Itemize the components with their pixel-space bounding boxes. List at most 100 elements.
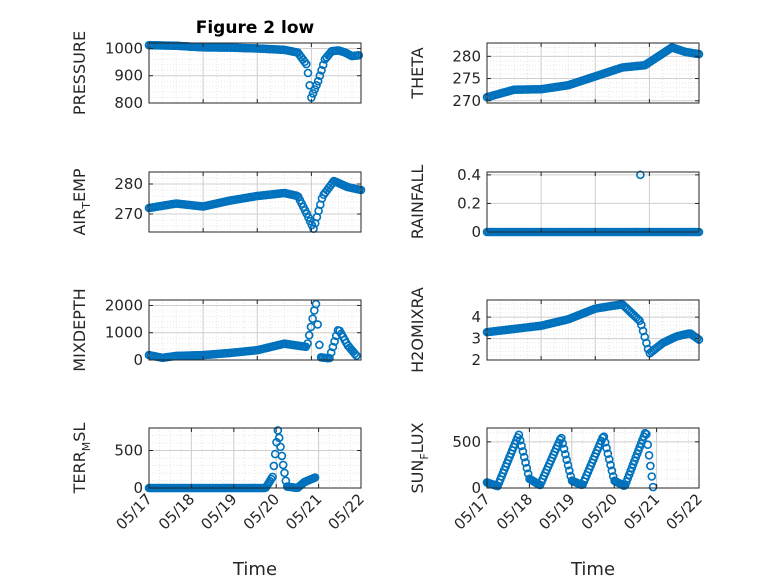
- panel-bottom-left-data-point: [277, 451, 287, 461]
- panel-bottom-right-xtick-label: 05/22: [663, 490, 706, 533]
- panel-row3-right-ylabel: H2OMIXRA: [408, 287, 427, 373]
- panel-row2-right-ytick-label: 0: [471, 223, 481, 241]
- panel-bottom-right-data-point: [565, 466, 574, 475]
- panel-bottom-right-data-point: [646, 461, 655, 471]
- panel-row3-right-ytick-label: 3: [471, 330, 481, 348]
- panel-row3-right-data-point: [635, 316, 644, 326]
- panel-bottom-right-data-point: [599, 432, 609, 442]
- panel-top-left-ytick-label: 1000: [105, 39, 143, 57]
- panel-row3-right-ytick-label: 4: [471, 308, 481, 326]
- panel-bottom-right-data-point: [518, 447, 528, 456]
- panel-row2-left-ytick-label: 280: [114, 175, 143, 193]
- panel-row3-left-data-point: [328, 342, 338, 352]
- panel-bottom-right-data-point: [562, 455, 572, 465]
- panel-row2-right-data-point: [636, 170, 645, 180]
- panel-row3-left-axes-box: [148, 299, 362, 361]
- panel-bottom-right-data-point: [600, 438, 610, 447]
- panel-row3-left-ylabel: MIXDEPTH: [70, 288, 89, 371]
- panel-top-left-data-point: [302, 59, 311, 69]
- panel-bottom-left-xtick-label: 05/19: [197, 490, 240, 533]
- panel-top-right-axes-box: [486, 42, 700, 104]
- panel-bottom-left-data-point: [310, 473, 320, 482]
- panel-bottom-right-data-point: [602, 443, 611, 453]
- panel-row3-left-data-point: [315, 340, 324, 350]
- panel-bottom-left-data-point: [274, 433, 284, 443]
- panel-bottom-right-data-point: [563, 460, 573, 470]
- panel-row3-left-data-point: [330, 337, 339, 346]
- panel-bottom-right-data-point: [604, 455, 614, 464]
- panel-bottom-right-data-point: [607, 466, 617, 476]
- panel-row3-left-data-point: [313, 320, 322, 329]
- panel-bottom-right-data-point: [561, 450, 570, 459]
- panel-bottom-left-xtick-label: 05/18: [155, 490, 198, 533]
- panel-top-left-axes-box: [148, 42, 362, 104]
- panel-bottom-right-data-point: [519, 452, 529, 462]
- panel-top-right-ytick-label: 270: [452, 92, 481, 110]
- panel-row2-right-ylabel: RAINFALL: [408, 165, 427, 240]
- panel-row2-right-ytick-label: 0.4: [457, 166, 481, 184]
- panel-bottom-left-xtick-label: 05/20: [240, 490, 283, 533]
- panel-bottom-right-xtick-label: 05/18: [493, 490, 536, 533]
- panel-top-left-ytick-label: 800: [114, 94, 143, 112]
- panel-bottom-right-data-point: [643, 440, 653, 450]
- panel-row3-left-ytick-label: 2000: [105, 296, 143, 314]
- panel-row2-left-ylabel: AIRTEMP: [70, 168, 93, 235]
- panel-bottom-right-data-point: [521, 458, 530, 467]
- panel-bottom-right-data-point: [558, 439, 568, 448]
- panel-top-right-ytick-label: 280: [452, 47, 481, 65]
- panel-bottom-right-axes-box: [486, 427, 700, 489]
- panel-bottom-left-axes-box: [148, 427, 362, 489]
- panel-bottom-right-ytick-label: 0: [471, 479, 481, 497]
- panel-bottom-right-data-point: [644, 451, 654, 460]
- panel-row3-left-data-point: [352, 351, 361, 360]
- panel-bottom-right-data-point: [557, 433, 566, 443]
- panel-top-left-data-point: [308, 89, 318, 98]
- panel-row3-left-ytick-label: 1000: [105, 324, 143, 342]
- panel-row2-left-ytick-label: 270: [114, 205, 143, 223]
- panel-bottom-right-data-point: [515, 436, 525, 445]
- panel-row3-left-ytick-label: 0: [133, 351, 143, 369]
- panel-row3-left-data-point: [311, 299, 321, 309]
- panel-bottom-right-data-point: [522, 463, 532, 473]
- panel-row2-right-axes-box: [486, 171, 700, 233]
- panel-top-left-data-point: [317, 65, 326, 75]
- panel-row2-right-background: [487, 172, 699, 232]
- panel-top-left-ytick-label: 900: [114, 67, 143, 85]
- panel-row3-left-data-point: [326, 348, 336, 357]
- panel-bottom-left-xlabel: Time: [232, 559, 277, 580]
- panel-bottom-right-ylabel: SUNFLUX: [408, 422, 431, 493]
- panel-row3-left-data-point: [303, 339, 312, 348]
- panel-top-left-data-point: [312, 80, 321, 90]
- panel-bottom-left-data-point: [276, 442, 285, 452]
- panel-bottom-right-data-point: [642, 429, 651, 439]
- panel-row3-left-data-point: [304, 330, 314, 340]
- panel-bottom-left-data-point: [269, 461, 279, 471]
- panel-bottom-left-xtick-label: 05/22: [325, 490, 368, 533]
- panel-top-left-data-point: [313, 76, 323, 86]
- panel-bottom-right-xtick-label: 05/20: [578, 490, 621, 533]
- panel-row3-right-axes-box: [486, 299, 700, 361]
- panel-row3-right-ytick-label: 2: [471, 351, 481, 369]
- panel-bottom-right-xlabel: Time: [570, 559, 615, 580]
- panel-bottom-right-ytick-label: 500: [452, 433, 481, 451]
- panel-top-right-ylabel: THETA: [408, 47, 427, 99]
- panel-top-left-data-point: [315, 71, 325, 81]
- panel-top-right-ytick-label: 275: [452, 70, 481, 88]
- panel-top-left-data-point: [303, 68, 313, 78]
- panel-bottom-left-ytick-label: 0: [133, 479, 143, 497]
- panel-bottom-left-xtick-label: 05/21: [282, 490, 325, 533]
- panel-top-left-title: Figure 2 low: [196, 18, 315, 38]
- panel-bottom-right-data-point: [603, 449, 613, 459]
- panel-bottom-right-data-point: [647, 472, 657, 481]
- panel-bottom-right-data-point: [517, 441, 526, 451]
- panel-row3-left-data-point: [308, 314, 317, 324]
- panel-top-left-data-point: [354, 50, 364, 60]
- panel-top-left-data-point: [318, 60, 328, 70]
- panel-row2-right-ytick-label: 0.2: [457, 194, 481, 212]
- panel-row2-left-axes-box: [148, 171, 362, 233]
- panel-bottom-left-data-point: [278, 460, 288, 470]
- panel-row3-left-data-point: [350, 349, 360, 358]
- panel-row3-left-data-point: [325, 353, 334, 363]
- panel-bottom-right-xtick-label: 05/21: [620, 490, 663, 533]
